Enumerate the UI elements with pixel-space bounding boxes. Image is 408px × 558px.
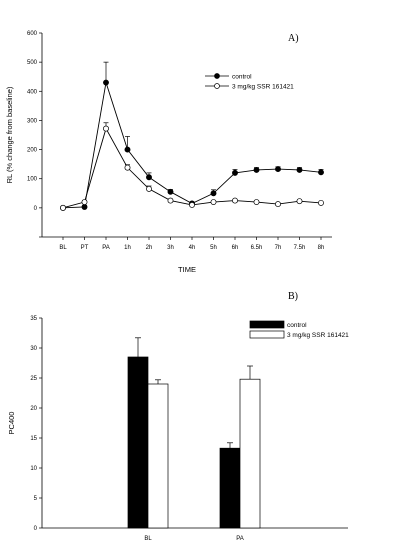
data-point-control (146, 174, 152, 181)
bar-ssr-bl (147, 383, 169, 529)
legend-label-ssr-b: 3 mg/kg SSR 161421 (287, 332, 349, 339)
data-point-ssr (60, 204, 66, 211)
x-tick-label-a: 1h (124, 245, 131, 251)
panel-label-b: B) (288, 291, 298, 302)
data-point-ssr (81, 199, 88, 205)
legend-label-control-a: control (232, 74, 252, 81)
data-point-ssr (103, 125, 109, 132)
legend-b: control 3 mg/kg SSR 161421 (249, 320, 349, 339)
x-tick-label-a: 6.5h (251, 245, 263, 251)
x-tick-label-a: 6h (232, 245, 239, 251)
y-tick-label-b: 35 (30, 316, 37, 322)
series-line-ssr (62, 127, 322, 209)
x-tick-label-a: 4h (189, 245, 196, 251)
y-tick-label-b: 5 (34, 496, 38, 502)
bar-control-pa (219, 447, 241, 529)
x-tick-label-a: 2h (146, 245, 153, 251)
y-tick-label-a: 300 (27, 118, 38, 124)
line-chart-panel: 600 500 400 300 200 100 0 BL PT PA 1h 2h 3h 4h 5h 6h 6.… (5, 31, 332, 274)
data-point-ssr (253, 199, 260, 205)
y-tick-label-b: 25 (30, 376, 37, 382)
y-tick-label-a: 200 (27, 148, 38, 154)
x-tick-label-a: 8h (318, 245, 325, 251)
y-tick-label-a: 600 (27, 31, 38, 37)
data-point-control (124, 146, 131, 153)
data-point-control (210, 190, 217, 197)
data-point-ssr (318, 199, 324, 206)
data-point-ssr (124, 164, 131, 171)
x-tick-label-a: 7h (275, 245, 282, 251)
data-point-control (232, 169, 238, 176)
data-point-ssr (232, 197, 238, 204)
data-point-ssr (146, 185, 152, 192)
legend-marker-control-a (214, 73, 220, 79)
data-point-control (81, 204, 88, 210)
y-axis-label-a: RL (% change from baseline) (5, 86, 14, 183)
series-line-control (62, 82, 322, 209)
y-tick-label-a: 500 (27, 60, 38, 66)
data-point-control (103, 79, 109, 86)
x-tick-label-b: BL (144, 536, 152, 542)
legend-swatch-control-b (249, 320, 285, 329)
y-tick-label-a: 400 (27, 89, 38, 95)
x-tick-label-b: PA (236, 536, 244, 542)
data-point-ssr (210, 199, 217, 205)
legend-label-ssr-a: 3 mg/kg SSR 161421 (232, 84, 294, 91)
y-tick-label-a: 100 (27, 177, 38, 183)
panel-label-a: A) (288, 33, 299, 44)
x-tick-label-a: 7.5h (294, 245, 306, 251)
x-tick-label-a: BL (59, 245, 67, 251)
x-axis-label-a: TIME (178, 265, 196, 274)
y-tick-label-b: 10 (30, 466, 37, 472)
legend-swatch-ssr-b (249, 330, 285, 339)
legend-label-control-b: control (287, 322, 307, 329)
data-point-control (253, 167, 260, 173)
x-tick-label-a: PA (102, 245, 110, 251)
data-point-ssr (167, 197, 174, 204)
y-tick-label-a: 0 (34, 206, 38, 212)
bar-chart-panel: 35 30 25 20 15 10 5 0 BL PA B) PC400 control 3 m… (7, 291, 349, 542)
x-tick-label-a: 5h (210, 245, 217, 251)
y-tick-label-b: 15 (30, 436, 37, 442)
bar-ssr-pa (239, 378, 261, 529)
y-tick-label-b: 30 (30, 346, 37, 352)
data-point-control (275, 166, 281, 173)
data-point-ssr (275, 201, 281, 208)
data-point-ssr (189, 201, 195, 208)
y-tick-label-b: 0 (34, 526, 38, 532)
x-tick-label-a: 3h (167, 245, 174, 251)
data-point-ssr (296, 198, 303, 205)
y-tick-label-b: 20 (30, 406, 37, 412)
data-point-control (318, 169, 324, 176)
legend-marker-ssr-a (214, 83, 220, 89)
y-axis-label-b: PC400 (7, 412, 16, 435)
legend-a: control 3 mg/kg SSR 161421 (205, 73, 294, 91)
data-point-control (296, 167, 303, 173)
bar-control-bl (127, 356, 149, 529)
x-tick-label-a: PT (81, 245, 89, 251)
data-point-control (167, 188, 174, 195)
